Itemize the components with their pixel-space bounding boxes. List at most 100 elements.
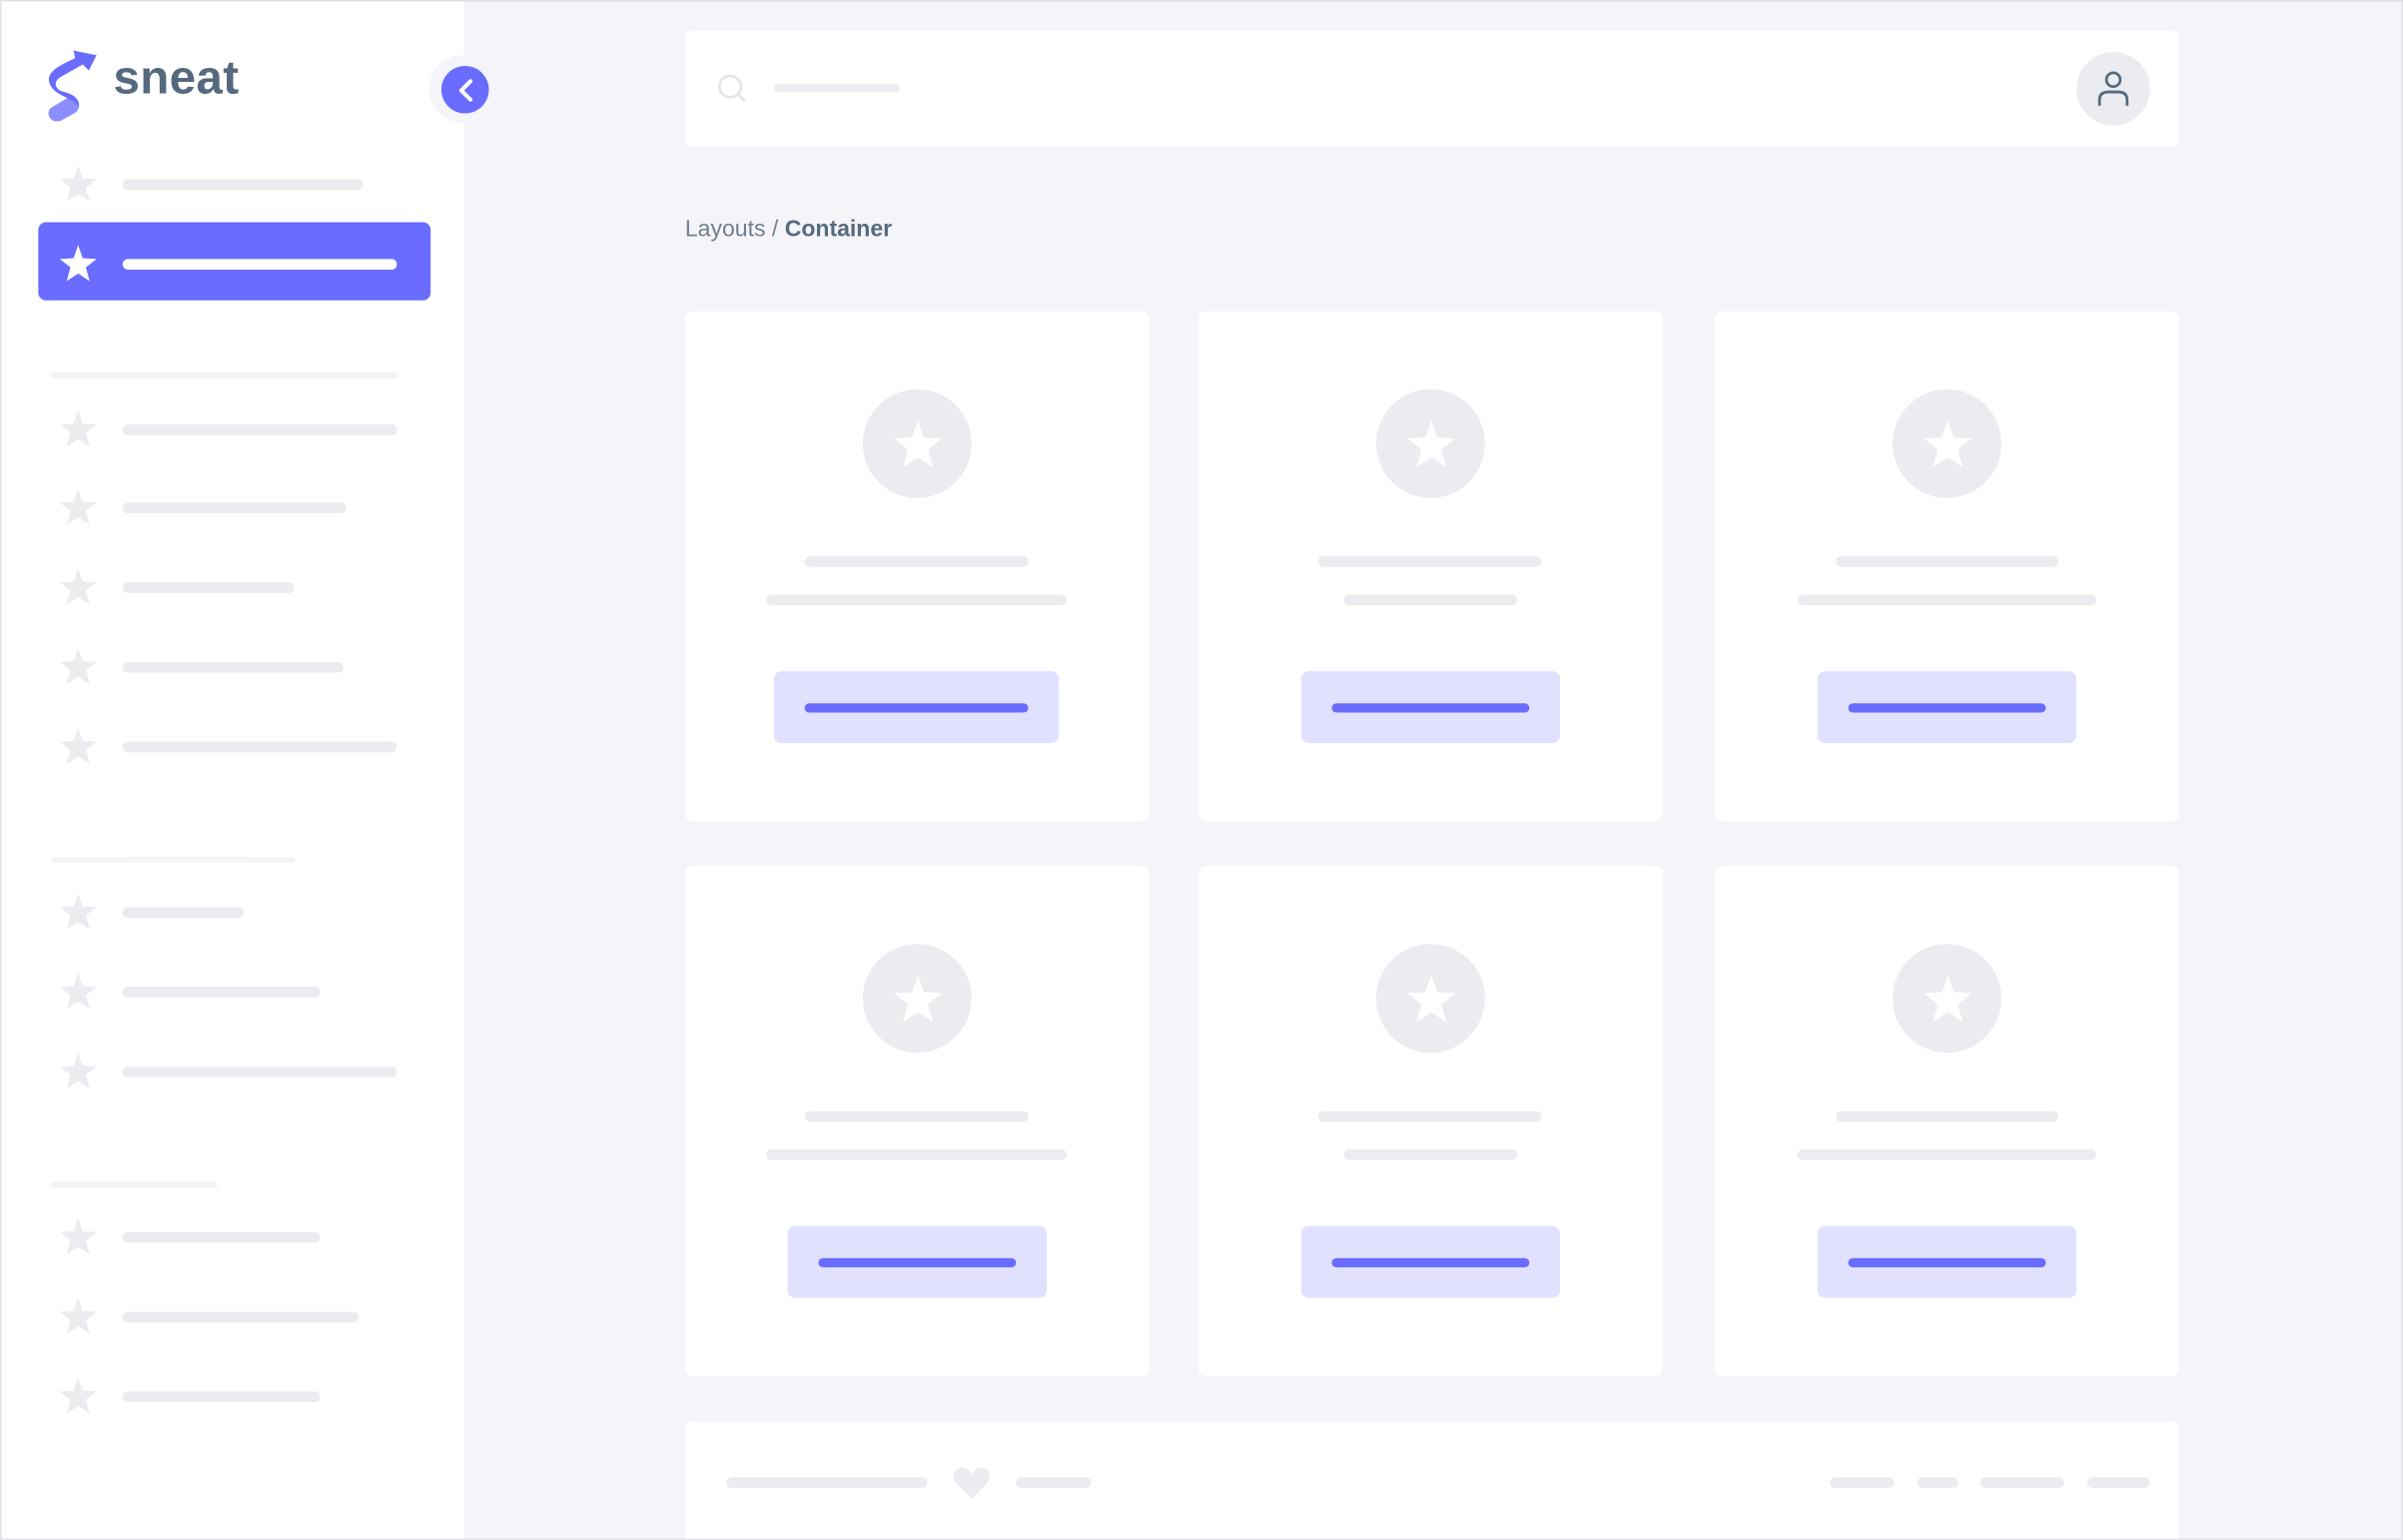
star-icon bbox=[59, 165, 97, 202]
card-text-placeholder bbox=[1797, 594, 2097, 606]
breadcrumb-separator: / bbox=[771, 216, 779, 243]
sidebar-section-header bbox=[50, 856, 297, 863]
sidebar-item-label[interactable] bbox=[122, 1230, 321, 1242]
card-text-placeholder bbox=[1797, 1149, 2097, 1160]
card-icon-circle bbox=[1892, 944, 2002, 1054]
card bbox=[1714, 311, 2179, 822]
star-icon bbox=[893, 974, 942, 1022]
card-button-label-placeholder bbox=[818, 1257, 1017, 1267]
search-input[interactable] bbox=[773, 84, 900, 93]
sidebar-section-header bbox=[50, 1181, 218, 1188]
sidebar-item-label[interactable] bbox=[122, 581, 295, 593]
card-icon-circle bbox=[1375, 388, 1485, 498]
sidebar-section-header bbox=[50, 372, 399, 379]
top-navbar bbox=[684, 30, 2179, 148]
card-button[interactable] bbox=[1300, 1225, 1561, 1298]
sidebar-item-label[interactable] bbox=[122, 423, 398, 435]
user-icon bbox=[2097, 71, 2129, 106]
star-icon bbox=[1406, 974, 1455, 1022]
card-text-placeholder bbox=[766, 1149, 1067, 1160]
star-icon bbox=[59, 727, 97, 764]
sidebar-item-label[interactable] bbox=[122, 1390, 321, 1402]
star-icon bbox=[59, 1053, 97, 1090]
sidebar: sneat bbox=[1, 1, 497, 1539]
sidebar-item-label[interactable] bbox=[122, 986, 321, 998]
star-icon bbox=[58, 1296, 98, 1336]
star-icon bbox=[58, 1052, 98, 1092]
card-button[interactable] bbox=[1817, 671, 2077, 744]
card-title-placeholder bbox=[1317, 1111, 1542, 1123]
sidebar-item-label[interactable] bbox=[122, 178, 364, 190]
star-icon bbox=[1923, 974, 1972, 1022]
card-title-placeholder bbox=[804, 1111, 1029, 1123]
footer bbox=[684, 1421, 2179, 1539]
card-button[interactable] bbox=[1300, 671, 1561, 744]
sidebar-item-label[interactable] bbox=[122, 906, 244, 918]
card-title-placeholder bbox=[1836, 555, 2058, 567]
star-icon bbox=[59, 488, 97, 525]
chevron-left-icon bbox=[458, 78, 472, 101]
star-icon bbox=[59, 973, 97, 1010]
star-icon bbox=[58, 567, 98, 607]
breadcrumb: Layouts / Container bbox=[685, 216, 892, 242]
star-icon bbox=[59, 1377, 97, 1414]
sidebar-item-label[interactable] bbox=[122, 501, 347, 513]
card-icon-circle bbox=[1375, 944, 1485, 1054]
search-icon[interactable] bbox=[717, 74, 748, 105]
card bbox=[1714, 865, 2179, 1376]
sidebar-item-label[interactable] bbox=[122, 1066, 398, 1077]
card-button-label-placeholder bbox=[804, 703, 1029, 713]
star-icon bbox=[59, 1217, 97, 1254]
star-icon bbox=[58, 892, 98, 932]
sidebar-item-active-label[interactable] bbox=[122, 258, 398, 270]
card-button[interactable] bbox=[787, 1225, 1047, 1298]
footer-link[interactable] bbox=[1980, 1477, 2064, 1488]
star-icon bbox=[893, 419, 942, 467]
star-icon bbox=[58, 972, 98, 1012]
star-icon bbox=[58, 409, 98, 449]
card-title-placeholder bbox=[1317, 555, 1542, 567]
card-icon-circle bbox=[862, 944, 972, 1054]
star-icon bbox=[58, 647, 98, 687]
star-icon bbox=[59, 410, 97, 447]
card-button[interactable] bbox=[773, 671, 1060, 744]
card bbox=[684, 311, 1150, 822]
card-button[interactable] bbox=[1817, 1225, 2077, 1298]
card bbox=[1198, 865, 1663, 1376]
star-icon bbox=[58, 1216, 98, 1256]
breadcrumb-parent[interactable]: Layouts bbox=[684, 216, 766, 243]
card-text-placeholder bbox=[1343, 594, 1518, 606]
star-icon bbox=[58, 244, 98, 284]
card-text-placeholder bbox=[1343, 1149, 1518, 1160]
footer-link[interactable] bbox=[1917, 1477, 1959, 1488]
sidebar-item-label[interactable] bbox=[122, 661, 344, 672]
star-icon bbox=[59, 245, 97, 282]
card-icon-circle bbox=[1892, 388, 2002, 498]
card-title-placeholder bbox=[804, 555, 1029, 567]
star-icon bbox=[1923, 419, 1972, 467]
user-avatar[interactable] bbox=[2076, 52, 2150, 126]
card-button-label-placeholder bbox=[1331, 703, 1530, 713]
footer-link[interactable] bbox=[1830, 1477, 1895, 1488]
star-icon bbox=[58, 726, 98, 766]
star-icon bbox=[58, 1376, 98, 1416]
star-icon bbox=[58, 487, 98, 527]
sidebar-item-label[interactable] bbox=[122, 1310, 360, 1322]
star-icon bbox=[59, 893, 97, 930]
card-text-placeholder bbox=[766, 594, 1067, 606]
card-button-label-placeholder bbox=[1331, 1257, 1530, 1267]
brand-name: sneat bbox=[113, 50, 240, 105]
star-icon bbox=[58, 164, 98, 204]
card bbox=[1198, 311, 1663, 822]
footer-text-placeholder bbox=[726, 1477, 928, 1488]
sidebar-item-label[interactable] bbox=[122, 740, 398, 752]
heart-icon bbox=[953, 1467, 990, 1499]
collapse-sidebar-button[interactable] bbox=[440, 65, 489, 114]
star-icon bbox=[59, 568, 97, 605]
card-title-placeholder bbox=[1836, 1111, 2058, 1123]
footer-link-placeholder[interactable] bbox=[1016, 1477, 1092, 1488]
star-icon bbox=[59, 1297, 97, 1334]
card-icon-circle bbox=[862, 388, 972, 498]
footer-link[interactable] bbox=[2086, 1477, 2150, 1488]
